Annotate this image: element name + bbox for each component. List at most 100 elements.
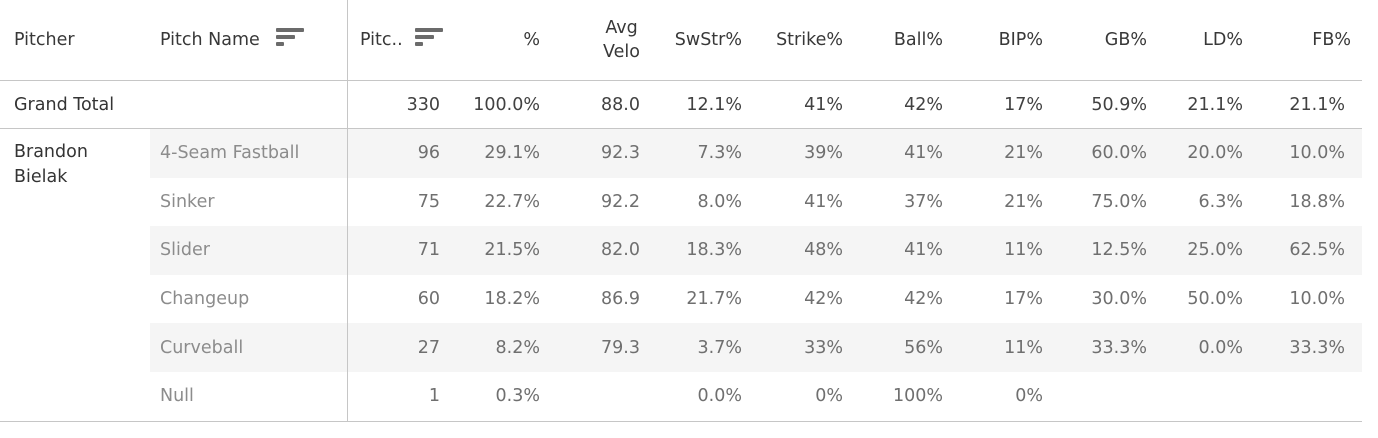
stat-cell: 50.0% <box>1187 289 1243 310</box>
stat-cell: 21% <box>954 129 1054 178</box>
stat-cell: 25.0% <box>1158 226 1254 275</box>
column-header-ld-pct[interactable]: LD% <box>1158 0 1254 81</box>
stat-cell: 11% <box>954 226 1054 275</box>
stat-cell: 21.7% <box>686 289 742 310</box>
stat-cell: 0% <box>815 386 843 407</box>
stat-cell: 0.3% <box>495 386 540 407</box>
pitch-name-sinker[interactable]: Sinker <box>160 191 215 212</box>
sort-descending-icon[interactable] <box>414 28 444 52</box>
stat-cell: 8.0% <box>697 191 742 212</box>
column-header-pitches[interactable]: Pitc.. <box>347 0 451 81</box>
column-header-bip-pct[interactable]: BIP% <box>954 0 1054 81</box>
column-header-gb-pct-label: GB% <box>1104 30 1147 50</box>
column-header-pitches-label: Pitc.. <box>360 30 403 50</box>
stat-cell: 37% <box>904 191 943 212</box>
stat-cell: 27 <box>347 323 451 372</box>
column-header-swstr-pct[interactable]: SwStr% <box>651 0 753 81</box>
stat-cell: 42% <box>904 289 943 310</box>
stat-cell: 29.1% <box>451 129 551 178</box>
stat-cell: 8.2% <box>451 323 551 372</box>
stat-cell: 41% <box>854 129 954 178</box>
pitch-name-4-seam-fastball[interactable]: 4-Seam Fastball <box>150 129 347 178</box>
pitch-name-changeup[interactable]: Changeup <box>160 289 250 310</box>
stat-cell: 7.3% <box>651 129 753 178</box>
pitcher-name-cell[interactable]: Brandon Bielak <box>14 142 88 187</box>
stat-cell: 21% <box>1004 191 1043 212</box>
stat-cell: 56% <box>854 323 954 372</box>
stat-cell: 18.2% <box>484 289 540 310</box>
column-header-ball-pct[interactable]: Ball% <box>854 0 954 81</box>
stat-cell: 39% <box>753 129 854 178</box>
stat-cell: 62.5% <box>1254 226 1362 275</box>
stat-cell: 86.9 <box>601 289 640 310</box>
stat-cell <box>1054 372 1158 421</box>
column-header-pitcher[interactable]: Pitcher <box>0 0 150 81</box>
column-header-avg-velo-label: Avg Velo <box>603 18 640 62</box>
stat-cell: 82.0 <box>551 226 651 275</box>
grand-total-stat-cell: 88.0 <box>551 81 651 129</box>
stat-cell: 60 <box>417 289 440 310</box>
grand-total-stat-cell: 41% <box>753 81 854 129</box>
stat-cell: 0% <box>1015 386 1043 407</box>
column-header-strike-pct-label: Strike% <box>776 30 843 50</box>
column-header-pct[interactable]: % <box>451 0 551 81</box>
stat-cell: 21.5% <box>451 226 551 275</box>
stat-cell: 1 <box>428 386 440 407</box>
stat-cell: 18.8% <box>1289 191 1345 212</box>
stat-cell: 18.3% <box>651 226 753 275</box>
sort-descending-icon[interactable] <box>275 28 305 52</box>
stat-cell: 12.5% <box>1054 226 1158 275</box>
grand-total-stat-cell: 12.1% <box>651 81 753 129</box>
stat-cell: 22.7% <box>484 191 540 212</box>
stat-cell: 41% <box>854 226 954 275</box>
stat-cell: 92.3 <box>551 129 651 178</box>
grand-total-stat-cell: 330 <box>347 81 451 129</box>
grand-total-stat-cell: 21.1% <box>1254 81 1362 129</box>
stat-cell: 75.0% <box>1091 191 1147 212</box>
grand-total-stat-cell: 50.9% <box>1054 81 1158 129</box>
stat-cell: 30.0% <box>1091 289 1147 310</box>
stat-cell <box>1158 372 1254 421</box>
stat-cell: 92.2 <box>601 191 640 212</box>
stat-cell: 33.3% <box>1254 323 1362 372</box>
stat-cell: 33% <box>753 323 854 372</box>
row-header-divider <box>347 0 348 421</box>
stat-cell: 33.3% <box>1054 323 1158 372</box>
column-header-bip-pct-label: BIP% <box>998 30 1043 50</box>
stat-cell: 79.3 <box>551 323 651 372</box>
stat-cell: 75 <box>417 191 440 212</box>
stat-cell <box>1254 372 1362 421</box>
column-header-fb-pct-label: FB% <box>1312 30 1351 50</box>
column-header-pitch-name[interactable]: Pitch Name <box>150 0 347 81</box>
column-header-avg-velo[interactable]: Avg Velo <box>551 0 651 81</box>
stat-cell: 10.0% <box>1254 129 1362 178</box>
column-header-pitcher-label: Pitcher <box>14 30 75 50</box>
column-header-pct-label: % <box>523 30 540 50</box>
grand-total-stat-cell: 21.1% <box>1158 81 1254 129</box>
stat-cell: 96 <box>347 129 451 178</box>
stat-cell: 0.0% <box>1158 323 1254 372</box>
stat-cell: 42% <box>804 289 843 310</box>
stat-cell: 17% <box>1004 289 1043 310</box>
stat-cell <box>551 372 651 421</box>
stat-cell: 6.3% <box>1198 191 1243 212</box>
stat-cell: 71 <box>347 226 451 275</box>
column-header-ball-pct-label: Ball% <box>893 30 943 50</box>
pitch-name-null[interactable]: Null <box>160 386 194 407</box>
pitch-name-curveball[interactable]: Curveball <box>150 323 347 372</box>
stat-cell: 48% <box>753 226 854 275</box>
column-header-gb-pct[interactable]: GB% <box>1054 0 1158 81</box>
column-header-swstr-pct-label: SwStr% <box>674 30 742 50</box>
column-header-ld-pct-label: LD% <box>1203 30 1243 50</box>
pitch-name-slider[interactable]: Slider <box>150 226 347 275</box>
stat-cell: 0.0% <box>697 386 742 407</box>
grand-total-stat-cell: 100.0% <box>451 81 551 129</box>
column-header-fb-pct[interactable]: FB% <box>1254 0 1362 81</box>
column-header-pitch-name-label: Pitch Name <box>160 30 260 50</box>
stat-cell: 3.7% <box>651 323 753 372</box>
column-header-strike-pct[interactable]: Strike% <box>753 0 854 81</box>
stat-cell: 41% <box>804 191 843 212</box>
grand-total-label[interactable]: Grand Total <box>0 81 347 129</box>
stat-cell: 10.0% <box>1289 289 1345 310</box>
